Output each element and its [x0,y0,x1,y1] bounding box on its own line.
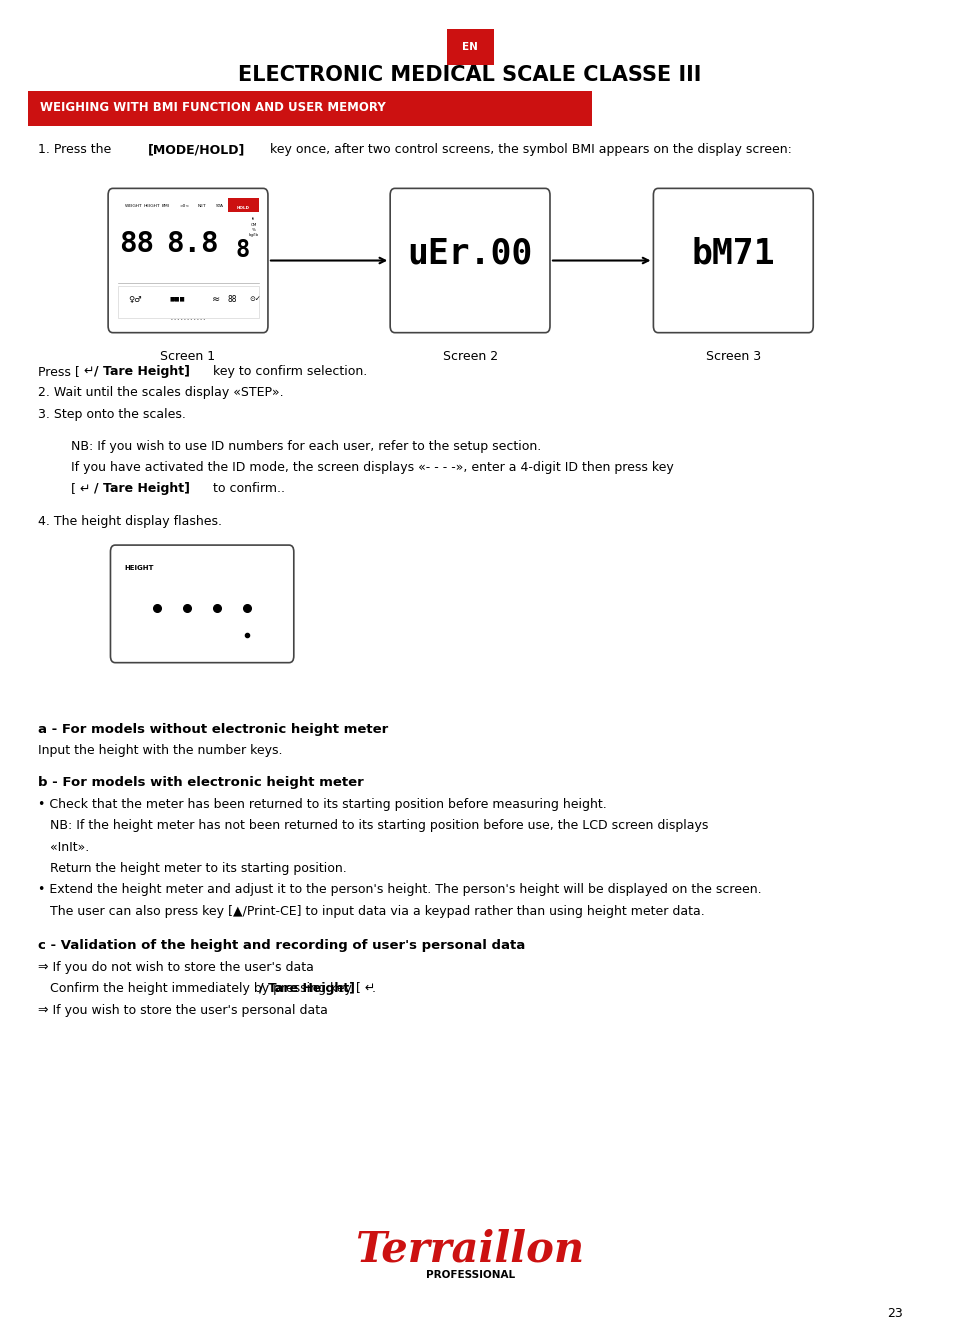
Text: The user can also press key [▲/Print-CE] to input data via a keypad rather than : The user can also press key [▲/Print-CE]… [50,904,704,918]
Text: Confirm the height immediately by pressing key [ ↵: Confirm the height immediately by pressi… [50,982,375,995]
Text: a - For models without electronic height meter: a - For models without electronic height… [37,723,388,736]
Text: 88: 88 [227,295,236,303]
Text: HEIGHT: HEIGHT [143,204,159,208]
Text: Screen 2: Screen 2 [442,350,497,363]
Text: ♀♂: ♀♂ [128,295,141,303]
Text: 3. Step onto the scales.: 3. Step onto the scales. [37,407,185,421]
Text: Screen 3: Screen 3 [705,350,760,363]
Text: NB: If you wish to use ID numbers for each user, refer to the setup section.: NB: If you wish to use ID numbers for ea… [71,440,540,453]
Bar [29,91,592,126]
Text: 4. The height display flashes.: 4. The height display flashes. [37,514,221,528]
Text: ⇒ If you wish to store the user's personal data: ⇒ If you wish to store the user's person… [37,1003,327,1017]
Text: 23: 23 [886,1307,902,1320]
Text: HEIGHT: HEIGHT [125,565,153,570]
Text: EN: EN [461,41,477,52]
Text: ≈: ≈ [212,294,219,305]
Text: If you have activated the ID mode, the screen displays «- - - -», enter a 4-digi: If you have activated the ID mode, the s… [71,461,673,474]
Bar [117,286,258,318]
Text: [ ↵: [ ↵ [71,482,90,496]
Text: uEr.00: uEr.00 [407,236,532,271]
Text: / Tare Height]: / Tare Height] [94,365,190,378]
Text: BMI: BMI [161,204,170,208]
Text: Return the height meter to its starting position.: Return the height meter to its starting … [50,862,346,875]
Text: NET: NET [198,204,207,208]
Text: c - Validation of the height and recording of user's personal data: c - Validation of the height and recordi… [37,939,524,953]
Text: Terraillon: Terraillon [355,1228,584,1271]
FancyBboxPatch shape [108,188,268,333]
Text: PROFESSIONAL: PROFESSIONAL [425,1269,514,1280]
Text: «InIt».: «InIt». [50,840,89,854]
Text: .: . [371,982,375,995]
FancyBboxPatch shape [111,545,294,663]
Text: bM71: bM71 [691,236,774,271]
Text: / Tare Height]: / Tare Height] [94,482,190,496]
Text: 88: 88 [119,231,153,258]
Text: HOLD: HOLD [236,206,250,210]
Text: WEIGHING WITH BMI FUNCTION AND USER MEMORY: WEIGHING WITH BMI FUNCTION AND USER MEMO… [40,102,386,115]
Text: ■■■: ■■■ [169,297,185,302]
FancyBboxPatch shape [390,188,550,333]
Text: 2. Wait until the scales display «STEP».: 2. Wait until the scales display «STEP». [37,386,283,399]
Text: 1. Press the: 1. Press the [37,143,114,156]
Text: STA: STA [216,204,224,208]
Text: >0<: >0< [179,204,190,208]
Text: Screen 1: Screen 1 [160,350,215,363]
Text: ft
CM
%
kg/lb: ft CM % kg/lb [249,218,258,236]
Text: ELECTRONIC MEDICAL SCALE CLASSE III: ELECTRONIC MEDICAL SCALE CLASSE III [238,65,701,84]
Text: 8.8: 8.8 [167,231,219,258]
Text: / Tare Height]: / Tare Height] [259,982,355,995]
Text: • Check that the meter has been returned to its starting position before measuri: • Check that the meter has been returned… [37,798,606,811]
Text: key once, after two control screens, the symbol BMI appears on the display scree: key once, after two control screens, the… [266,143,791,156]
Text: NB: If the height meter has not been returned to its starting position before us: NB: If the height meter has not been ret… [50,819,707,832]
Text: • Extend the height meter and adjust it to the person's height. The person's hei: • Extend the height meter and adjust it … [37,883,760,896]
Text: b - For models with electronic height meter: b - For models with electronic height me… [37,776,363,790]
Text: 8: 8 [235,238,250,262]
Bar [227,198,259,212]
Text: ↵: ↵ [84,365,94,378]
Text: Input the height with the number keys.: Input the height with the number keys. [37,744,282,758]
Bar [446,29,493,65]
Text: ⇒ If you do not wish to store the user's data: ⇒ If you do not wish to store the user's… [37,961,314,974]
FancyBboxPatch shape [653,188,812,333]
Text: [MODE/HOLD]: [MODE/HOLD] [148,143,245,156]
Text: Press [: Press [ [37,365,79,378]
Text: WEIGHT: WEIGHT [125,204,143,208]
Text: to confirm..: to confirm.. [209,482,284,496]
Text: - - - - - - - - - - -: - - - - - - - - - - - [171,317,205,322]
Text: ⊙✓: ⊙✓ [249,297,260,302]
Text: key to confirm selection.: key to confirm selection. [209,365,367,378]
